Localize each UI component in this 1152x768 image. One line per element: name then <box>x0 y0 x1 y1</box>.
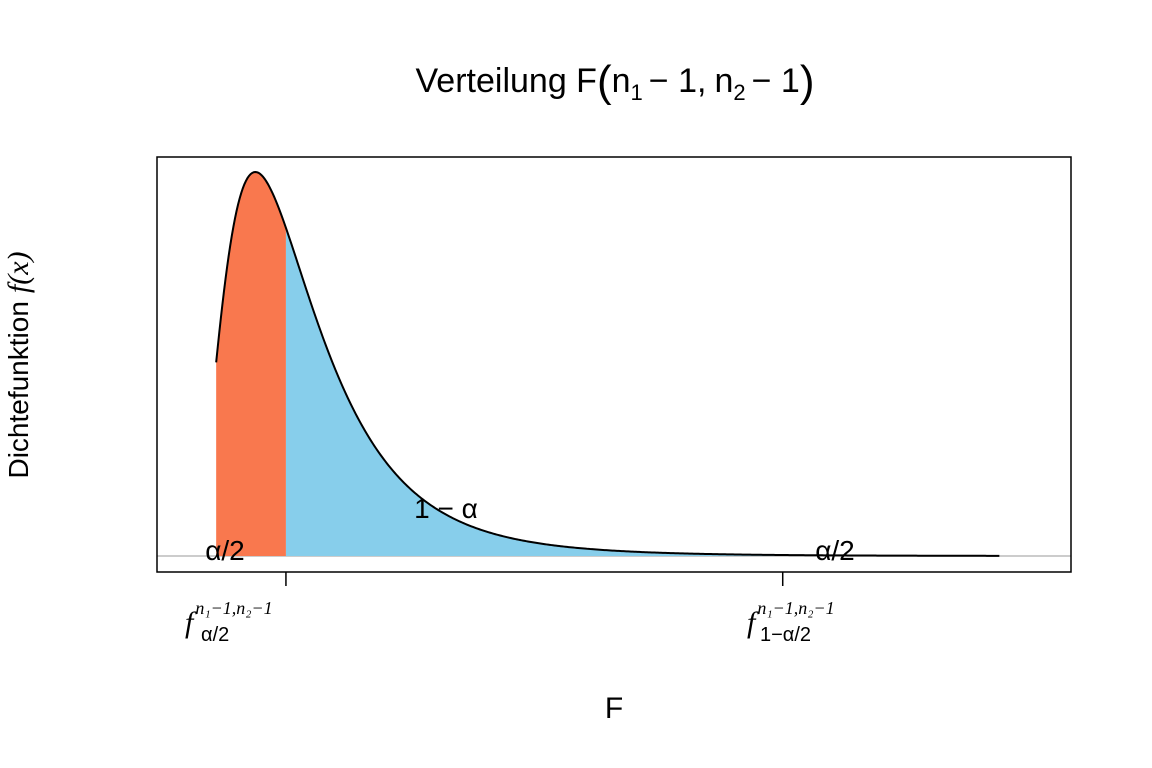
region-1 <box>285 227 783 556</box>
tick-label-upper-critical: f n₁−1,n₂−1 1−α/2 <box>747 598 835 646</box>
plot-area <box>157 170 1071 557</box>
density-curve <box>215 170 1000 557</box>
region-label-lower-tail: α/2 <box>205 535 245 566</box>
x-axis-ticks <box>285 572 784 586</box>
chart-title: Verteilung F(n1− 1, n2− 1) <box>416 57 815 106</box>
x-axis-label: F <box>605 692 623 725</box>
region-label-center: 1 − α <box>414 493 478 524</box>
region-label-upper-tail: α/2 <box>815 535 855 566</box>
plot-frame <box>156 156 1072 573</box>
region-0 <box>216 172 286 556</box>
y-axis-label: Dichtefunktionf(x) <box>2 251 35 478</box>
tick-label-lower-critical: f n₁−1,n₂−1 α/2 <box>185 598 273 646</box>
